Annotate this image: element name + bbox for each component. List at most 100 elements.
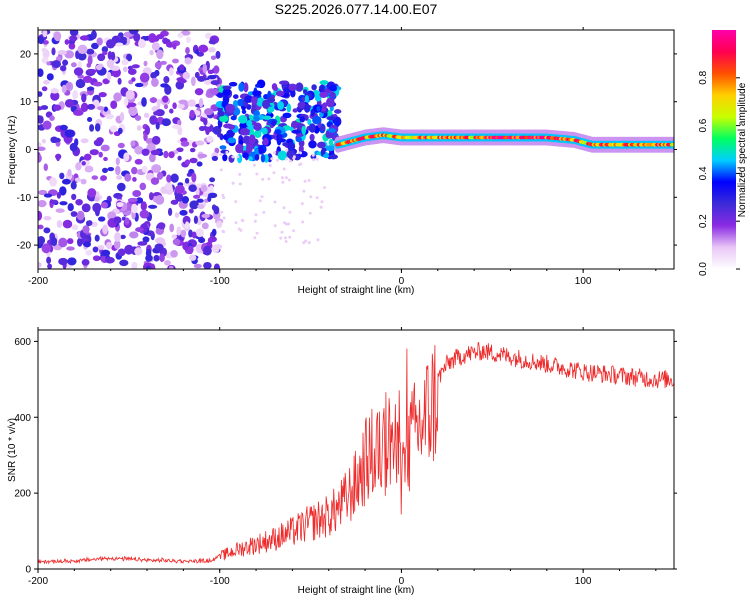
spectrogram-cell (113, 216, 122, 224)
spectrogram-cell (302, 189, 306, 193)
spectrogram-cell (328, 138, 334, 146)
spectrogram-cell (151, 77, 159, 88)
spectrogram-cell (176, 147, 184, 153)
spectrogram-cell (160, 83, 169, 88)
spectrogram-cell (188, 184, 197, 193)
spectrogram-cell (246, 120, 253, 127)
spectrogram-cell (234, 200, 238, 204)
spectrogram-cell (150, 177, 160, 185)
spectrogram-cell (205, 32, 212, 39)
spectrogram-cell (274, 129, 282, 135)
spectrogram-cell (189, 109, 195, 119)
colorbar-tick-label: 0.8 (698, 70, 709, 84)
spectrogram-cell (160, 60, 167, 65)
chart-title: S225.2026.077.14.00.E07 (275, 1, 438, 17)
spectrogram-cell (286, 149, 295, 159)
spectrogram-cell (226, 129, 234, 140)
snr-x-axis-label: Height of straight line (km) (298, 585, 415, 596)
spectrogram-cell (191, 172, 197, 183)
spectrogram-cell (38, 91, 43, 97)
spectrogram-cell (81, 259, 90, 266)
spectrogram-cell (172, 102, 177, 110)
spectrogram-cell (185, 46, 190, 55)
spectrogram-cell (197, 75, 206, 82)
spectrogram-cell (116, 182, 126, 192)
spectrogram-cell (248, 134, 256, 145)
spectrogram-cell (75, 162, 82, 171)
spectrogram-cell (72, 89, 78, 100)
spectrogram-cell (42, 30, 48, 38)
spectrogram-cell (263, 115, 272, 120)
spectrogram-cell (59, 124, 68, 131)
spectrogram-cell (38, 210, 43, 221)
spectrogram-cell (156, 171, 164, 180)
spectrogram-cell (97, 245, 105, 250)
spectrogram-cell (216, 220, 223, 229)
spectrogram-cell (107, 211, 117, 221)
spectrogram-cell (268, 164, 272, 167)
spectrogram-cell (316, 141, 326, 149)
spectrogram-cell (62, 219, 73, 229)
spectrogram-cell (106, 59, 115, 68)
spectrogram-cell (184, 159, 191, 165)
spectrogram-cell (87, 55, 93, 66)
spectrogram-cell (304, 94, 310, 103)
spectrogram-cell (169, 108, 174, 114)
spectrogram-cell (61, 84, 67, 94)
spectrogram-cell (176, 226, 182, 236)
spectrogram-cell (134, 158, 143, 165)
spectrogram-cell (213, 65, 220, 74)
spectrogram-cell (320, 200, 324, 204)
spectrogram-cell (235, 143, 244, 154)
spectrogram-cell (46, 61, 51, 66)
spectrogram-cell (260, 195, 264, 199)
spectrogram-cell (161, 118, 171, 127)
spectrogram-cell (172, 58, 179, 64)
spectrogram-cell (267, 96, 276, 103)
spectrogram-cell (134, 115, 142, 121)
spectrogram-cell (179, 209, 188, 216)
spectrogram-cell (170, 199, 179, 205)
spectrogram-cell (135, 197, 144, 204)
spectrogram-cell (197, 204, 205, 210)
spectrogram-cell (289, 126, 294, 131)
spectrogram-cell (200, 184, 208, 193)
spectrogram-cell (38, 189, 48, 196)
spectrogram-cell (115, 157, 120, 166)
spectrogram-cell (117, 248, 126, 257)
spectrogram-cell (319, 91, 328, 98)
spectrogram-cell (203, 245, 212, 256)
spectrogram-cell (79, 35, 90, 41)
spectrogram-cell (101, 249, 111, 257)
x-tick-label: -100 (210, 276, 230, 287)
spectrogram-cell (59, 186, 67, 196)
y-tick-label: 200 (14, 489, 31, 500)
spectrogram-cell (262, 99, 270, 110)
spectrogram-cell (87, 220, 93, 226)
spectrogram-cell (117, 77, 122, 85)
spectrogram-cell (213, 263, 220, 269)
spectrogram-cell (238, 82, 245, 92)
spectrogram-cell (38, 262, 42, 268)
spectrogram-cell (98, 151, 103, 158)
spectrogram-cell (260, 154, 266, 163)
spectrogram-cell (193, 215, 198, 224)
spectrogram-y-axis-label: Frequency (Hz) (7, 116, 18, 185)
spectrogram-cell (215, 50, 221, 59)
spectrogram-cell (231, 181, 235, 185)
spectrogram-cell (273, 224, 277, 228)
spectrogram-cell (238, 182, 242, 186)
spectrogram-cell (186, 36, 191, 43)
spectrogram-cell (312, 115, 322, 125)
spectrogram-cell (178, 99, 188, 105)
spectrogram-cell (188, 229, 193, 238)
y-tick-label: 0 (25, 145, 31, 156)
spectrogram-cell (309, 195, 313, 199)
spectrogram-cell (38, 106, 44, 111)
spectrogram-cell (94, 234, 100, 242)
spectrogram-cell (237, 153, 243, 164)
spectrogram-cell (131, 166, 138, 175)
spectrogram-cell (38, 142, 42, 147)
